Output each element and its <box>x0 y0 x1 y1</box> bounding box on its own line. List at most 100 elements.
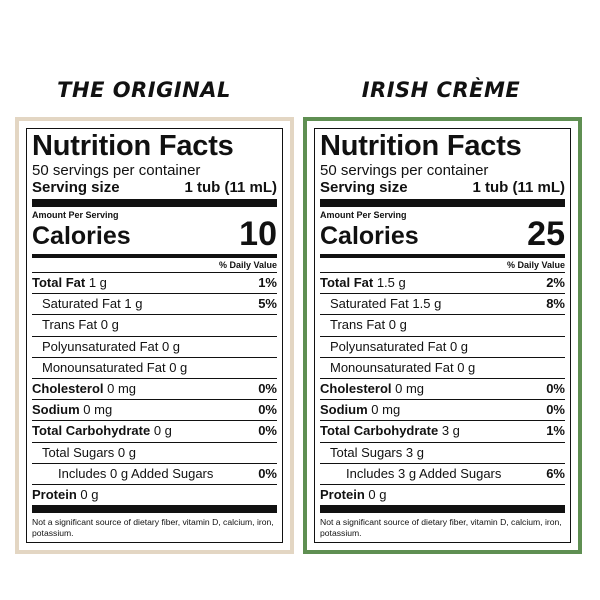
protein-row: Protein 0 g <box>320 485 565 505</box>
nutrition-facts-title: Nutrition Facts <box>32 130 234 162</box>
divider-thick <box>32 505 277 514</box>
footnote: Not a significant source of dietary fibe… <box>320 517 562 539</box>
total-sugars-row: Total Sugars 0 g <box>32 443 277 464</box>
nutrient-label: Includes 3 g Added Sugars <box>346 465 502 481</box>
total-carbohydrate-row: Total Carbohydrate 3 g 1% <box>320 421 565 443</box>
calories-value: 25 <box>527 215 565 253</box>
nutrient-amount: 0 g <box>80 487 99 503</box>
nutrient-label: Saturated Fat 1.5 g <box>330 296 442 312</box>
calories-row: Calories 10 <box>32 215 277 253</box>
nutrient-label: Total Sugars 3 g <box>330 444 424 460</box>
polyunsaturated-fat-row: Polyunsaturated Fat 0 g <box>32 337 277 358</box>
nutrient-name: Total Carbohydrate <box>32 423 151 439</box>
calories-row: Calories 25 <box>320 215 565 253</box>
nutrient-amount: 0 g <box>153 423 172 439</box>
divider-medium <box>320 254 565 258</box>
cholesterol-row: Cholesterol 0 mg 0% <box>320 379 565 401</box>
total-carbohydrate-row: Total Carbohydrate 0 g 0% <box>32 421 277 443</box>
protein-row: Protein 0 g <box>32 485 277 505</box>
nutrient-amount: 3 g <box>441 423 460 439</box>
added-sugars-row: Includes 3 g Added Sugars 6% <box>320 464 565 486</box>
sodium-row: Sodium 0 mg 0% <box>320 400 565 422</box>
nutrient-amount: 1 g <box>88 275 107 290</box>
nutrient-name: Sodium <box>32 402 80 418</box>
calories-label: Calories <box>32 222 131 250</box>
nutrient-label: Polyunsaturated Fat 0 g <box>330 338 469 354</box>
nutrient-name: Protein <box>320 487 365 503</box>
footnote: Not a significant source of dietary fibe… <box>32 517 274 539</box>
daily-value-percent: 5% <box>258 296 277 312</box>
nutrient-label: Polyunsaturated Fat 0 g <box>42 338 181 354</box>
polyunsaturated-fat-row: Polyunsaturated Fat 0 g <box>320 337 565 358</box>
serving-size-row: Serving size 1 tub (11 mL) <box>320 179 565 197</box>
daily-value-percent: 0% <box>546 402 565 418</box>
total-sugars-row: Total Sugars 3 g <box>320 443 565 464</box>
divider-medium <box>32 254 277 258</box>
daily-value-percent: 1% <box>546 423 565 439</box>
daily-value-header: % Daily Value <box>32 258 277 273</box>
daily-value-percent: 0% <box>258 465 277 481</box>
daily-value-percent: 0% <box>258 423 277 439</box>
saturated-fat-row: Saturated Fat 1.5 g 8% <box>320 294 565 316</box>
sodium-row: Sodium 0 mg 0% <box>32 400 277 422</box>
nutrient-amount: 0 mg <box>107 381 137 397</box>
nutrient-label: Includes 0 g Added Sugars <box>58 465 214 481</box>
nutrient-name: Protein <box>32 487 77 503</box>
nutrient-name: Total Fat <box>32 275 86 290</box>
cholesterol-row: Cholesterol 0 mg 0% <box>32 379 277 401</box>
added-sugars-row: Includes 0 g Added Sugars 0% <box>32 464 277 486</box>
nutrient-label: Saturated Fat 1 g <box>42 296 143 312</box>
divider-thick <box>320 505 565 514</box>
serving-size-value: 1 tub (11 mL) <box>184 179 277 196</box>
total-fat-row: Total Fat 1 g 1% <box>32 273 277 295</box>
serving-size-label: Serving size <box>32 179 120 196</box>
daily-value-percent: 0% <box>546 381 565 397</box>
panel-heading-original: THE ORIGINAL <box>57 78 231 102</box>
nutrient-amount: 0 mg <box>371 402 401 418</box>
daily-value-percent: 0% <box>258 402 277 418</box>
amount-per-serving: Amount Per Serving <box>32 210 119 220</box>
nutrient-label: Trans Fat 0 g <box>42 317 119 333</box>
nutrient-name: Total Fat <box>320 275 374 290</box>
divider-thick <box>320 199 565 207</box>
daily-value-percent: 0% <box>258 381 277 397</box>
divider-thick <box>32 199 277 207</box>
nutrient-label: Trans Fat 0 g <box>330 317 407 333</box>
calories-label: Calories <box>320 222 419 250</box>
panel-heading-irish-creme: IRISH CRÈME <box>361 78 521 102</box>
nutrition-panel-original: Nutrition Facts 50 servings per containe… <box>15 117 294 554</box>
servings-per-container: 50 servings per container <box>32 162 201 179</box>
serving-size-row: Serving size 1 tub (11 mL) <box>32 179 277 197</box>
nutrient-amount: 1.5 g <box>376 275 406 290</box>
daily-value-percent: 1% <box>258 275 277 290</box>
daily-value-header: % Daily Value <box>320 258 565 273</box>
serving-size-value: 1 tub (11 mL) <box>472 179 565 196</box>
total-fat-row: Total Fat 1.5 g 2% <box>320 273 565 295</box>
nutrition-facts-label: Nutrition Facts 50 servings per containe… <box>314 128 571 543</box>
nutrient-amount: 0 mg <box>395 381 425 397</box>
nutrient-label: Total Sugars 0 g <box>42 444 136 460</box>
servings-per-container: 50 servings per container <box>320 162 489 179</box>
nutrient-name: Cholesterol <box>32 381 104 397</box>
monounsaturated-fat-row: Monounsaturated Fat 0 g <box>32 358 277 380</box>
monounsaturated-fat-row: Monounsaturated Fat 0 g <box>320 358 565 380</box>
nutrient-amount: 0 mg <box>83 402 113 418</box>
nutrient-name: Sodium <box>320 402 368 418</box>
nutrition-facts-title: Nutrition Facts <box>320 130 522 162</box>
trans-fat-row: Trans Fat 0 g <box>32 315 277 337</box>
nutrient-amount: 0 g <box>368 487 387 503</box>
nutrition-facts-label: Nutrition Facts 50 servings per containe… <box>26 128 283 543</box>
nutrient-label: Monounsaturated Fat 0 g <box>42 359 188 375</box>
saturated-fat-row: Saturated Fat 1 g 5% <box>32 294 277 316</box>
daily-value-percent: 6% <box>546 465 565 481</box>
trans-fat-row: Trans Fat 0 g <box>320 315 565 337</box>
nutrient-name: Cholesterol <box>320 381 392 397</box>
nutrition-panel-irish-creme: Nutrition Facts 50 servings per containe… <box>303 117 582 554</box>
daily-value-percent: 8% <box>546 296 565 312</box>
amount-per-serving: Amount Per Serving <box>320 210 407 220</box>
calories-value: 10 <box>239 215 277 253</box>
nutrient-label: Monounsaturated Fat 0 g <box>330 359 476 375</box>
nutrient-name: Total Carbohydrate <box>320 423 439 439</box>
daily-value-percent: 2% <box>546 275 565 290</box>
serving-size-label: Serving size <box>320 179 408 196</box>
